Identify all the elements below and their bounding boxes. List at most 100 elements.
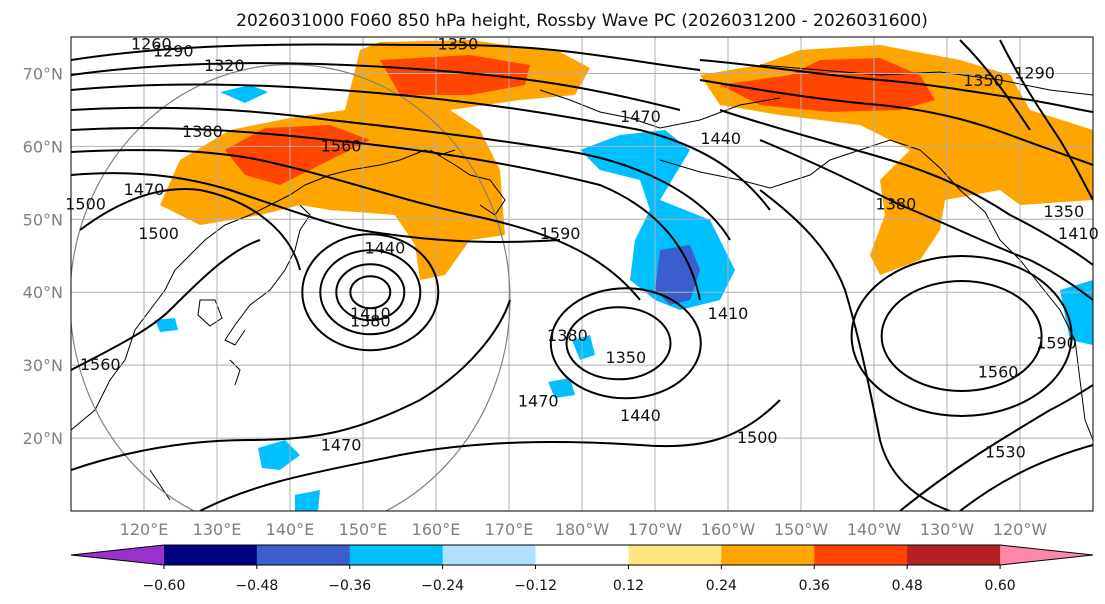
colorbar-segment	[907, 545, 1001, 565]
colorbar-extend-low	[71, 545, 164, 565]
contour-line-0	[71, 43, 701, 71]
colorbar-tick-label: 0.48	[892, 578, 923, 594]
contour-label: 1470	[124, 180, 165, 199]
anomaly-patch-negative-1	[220, 85, 268, 103]
colorbar-tick-label: 0.24	[706, 578, 737, 594]
colorbar-tick-label: −0.12	[514, 578, 557, 594]
lon-tick-label: 180°W	[555, 520, 610, 539]
contour-line-18	[899, 384, 1093, 511]
lon-tick-label: 150°W	[774, 520, 829, 539]
colorbar-tick-label: −0.48	[235, 578, 278, 594]
anomaly-region-negative-california	[1060, 280, 1093, 345]
contour-labels: 1260129013201350138014701500150015601440…	[65, 34, 1099, 462]
contour-low-asia-4	[301, 233, 440, 352]
lat-tick-labels: 20°N 30°N 40°N 50°N 60°N 70°N	[23, 64, 63, 448]
coastline-0	[71, 149, 456, 431]
contour-label: 1560	[321, 136, 362, 155]
contour-line-10	[199, 399, 781, 511]
colorbar-segment	[535, 545, 629, 565]
contour-line-12	[699, 79, 1093, 166]
lon-tick-label: 170°E	[485, 520, 534, 539]
contour-line-7	[79, 188, 301, 271]
lat-tick-label: 20°N	[23, 429, 63, 448]
anomaly-patch-negative-6	[295, 490, 320, 511]
lat-tick-label: 40°N	[23, 283, 63, 302]
contour-line-19	[959, 444, 1093, 511]
colorbar-tick-label: 0.12	[613, 578, 644, 594]
colorbar-segment	[628, 545, 722, 565]
coastline-1	[224, 204, 311, 346]
anomaly-patch-negative-5	[155, 318, 178, 332]
colorbar-tick-label: −0.60	[142, 578, 185, 594]
contour-line-4	[71, 127, 701, 301]
lon-tick-label: 170°W	[628, 520, 683, 539]
contour-label: 1440	[365, 238, 406, 257]
contour-high-east-2	[850, 254, 1073, 417]
colorbar-segment	[256, 545, 351, 565]
anomaly-core-positive-siberia	[380, 55, 530, 95]
colorbar-tick-label: 0.60	[985, 578, 1016, 594]
colorbar-extend-high	[1000, 545, 1093, 565]
colorbar-segment	[814, 545, 908, 565]
contour-line-16	[999, 39, 1093, 201]
colorbar-segment	[163, 545, 258, 565]
contour-label: 1470	[321, 435, 362, 454]
lon-tick-labels: 120°E 130°E 140°E 150°E 160°E 170°E 180°W 170°W…	[120, 520, 1048, 539]
contour-line-5	[71, 149, 641, 301]
lon-tick-label: 160°E	[412, 520, 461, 539]
lon-tick-label: 130°W	[920, 520, 975, 539]
contour-label: 1380	[547, 326, 588, 345]
lon-tick-label: 150°E	[339, 520, 388, 539]
contour-label: 1350	[1043, 202, 1084, 221]
contour-line-11	[699, 59, 1093, 113]
contour-line-14	[759, 139, 1093, 301]
contour-label: 1470	[518, 392, 559, 411]
colorbar-tick-label: −0.24	[421, 578, 464, 594]
contour-line-1	[71, 62, 681, 111]
colorbar-segment	[721, 545, 815, 565]
contour-low-asia-2	[335, 263, 406, 322]
contour-label: 1380	[350, 311, 391, 330]
coastline-2	[197, 299, 223, 327]
lon-tick-label: 130°E	[193, 520, 242, 539]
lon-tick-label: 160°W	[701, 520, 756, 539]
lon-tick-label: 140°W	[847, 520, 902, 539]
contour-label: 1350	[963, 71, 1004, 90]
contour-line-17	[959, 39, 1031, 131]
contour-label: 1500	[65, 195, 106, 214]
contour-label: 1590	[1036, 333, 1077, 352]
contour-line-9	[71, 299, 511, 471]
contour-low-asia-1	[349, 275, 392, 310]
contour-line-2	[71, 83, 771, 211]
lat-tick-label: 50°N	[23, 210, 63, 229]
lon-tick-label: 140°E	[266, 520, 315, 539]
contour-label: 1530	[985, 443, 1026, 462]
contour-low-pacific-2	[549, 287, 702, 400]
contour-low-asia-3	[319, 249, 422, 336]
anomaly-core-negative-pacific	[655, 245, 700, 305]
contour-label: 1380	[182, 122, 223, 141]
contour-label: 1290	[153, 42, 194, 61]
contour-low-pacific-1	[565, 306, 672, 381]
contour-high-east-1	[880, 279, 1043, 392]
contour-label: 1440	[700, 129, 741, 148]
contour-label: 1500	[138, 224, 179, 243]
lat-tick-label: 70°N	[23, 64, 63, 83]
colorbar-segment	[442, 545, 537, 565]
colorbar-tick-label: −0.36	[328, 578, 371, 594]
lon-tick-label: 120°E	[120, 520, 169, 539]
map-frame	[70, 36, 1094, 512]
contour-line-8	[71, 239, 261, 371]
contour-label: 1470	[620, 107, 661, 126]
contour-label: 1500	[737, 428, 778, 447]
lat-tick-label: 60°N	[23, 137, 63, 156]
colorbar: −0.60 −0.48 −0.36 −0.24 −0.12 0.12 0.24 0.36 0.4…	[70, 544, 1094, 594]
anomaly-patch-negative-4	[548, 378, 575, 398]
coastline-9	[229, 359, 241, 386]
contour-label: 1590	[540, 224, 581, 243]
contour-line-13	[719, 109, 1093, 266]
anomaly-core-positive-alaska	[720, 58, 935, 112]
lon-tick-label: 120°W	[993, 520, 1048, 539]
contour-line-15	[759, 189, 951, 511]
